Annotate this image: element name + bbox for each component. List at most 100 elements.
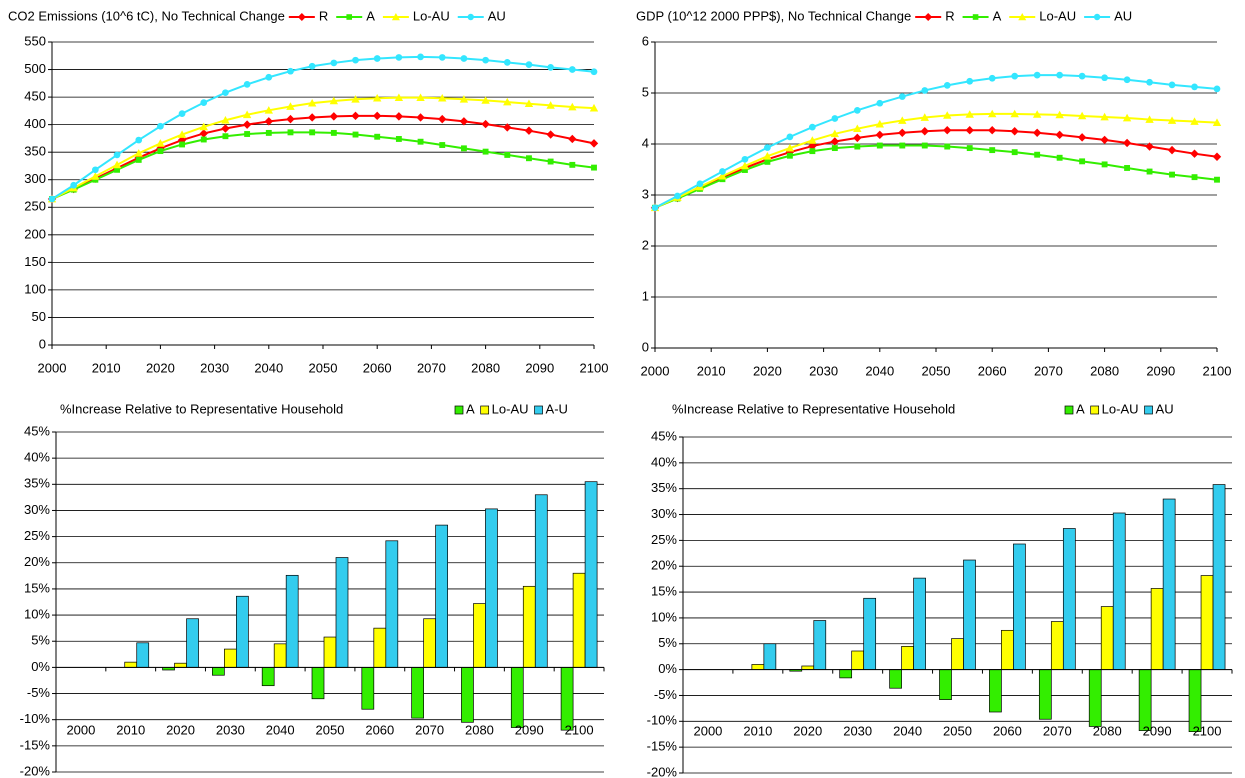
legend-label: A bbox=[366, 8, 375, 23]
x-tick-label: 2100 bbox=[580, 360, 609, 375]
series-marker bbox=[965, 110, 974, 118]
y-tick-label: 25% bbox=[651, 532, 677, 547]
bar bbox=[285, 574, 299, 668]
series-marker bbox=[242, 120, 252, 129]
x-tick-label: 2070 bbox=[415, 722, 444, 737]
series-marker bbox=[417, 53, 424, 61]
series-marker bbox=[719, 168, 726, 175]
bar bbox=[963, 559, 976, 670]
series-marker bbox=[439, 142, 446, 148]
bar bbox=[361, 667, 375, 710]
series-marker bbox=[156, 139, 165, 147]
x-tick-label: 2060 bbox=[993, 723, 1022, 738]
series-marker bbox=[1056, 71, 1063, 79]
bar bbox=[485, 508, 498, 668]
bar bbox=[1062, 528, 1076, 670]
series-marker bbox=[438, 54, 446, 61]
x-tick-label: 2020 bbox=[166, 722, 195, 737]
series-marker bbox=[965, 126, 974, 135]
y-tick-label: 15% bbox=[651, 584, 677, 599]
legend-label: R bbox=[319, 8, 328, 23]
x-tick-label: 2080 bbox=[465, 722, 494, 737]
series-line bbox=[654, 144, 1218, 209]
y-tick-label: 500 bbox=[24, 61, 46, 76]
series-marker bbox=[157, 148, 164, 155]
series-marker bbox=[416, 113, 425, 122]
series-marker bbox=[943, 111, 952, 119]
x-tick-label: 2040 bbox=[893, 723, 922, 738]
y-tick-label: 50 bbox=[32, 309, 46, 324]
series-marker bbox=[438, 114, 447, 124]
series-marker bbox=[307, 113, 317, 122]
series-marker bbox=[459, 95, 469, 103]
series-marker bbox=[1033, 71, 1041, 79]
series-marker bbox=[831, 115, 839, 122]
series-marker bbox=[199, 122, 208, 131]
legend-label: Lo-AU bbox=[413, 8, 450, 23]
series-marker bbox=[568, 66, 576, 73]
series-marker bbox=[989, 147, 996, 154]
bar bbox=[813, 620, 827, 670]
y-tick-label: 20% bbox=[24, 554, 50, 569]
series-marker bbox=[525, 61, 533, 68]
bar bbox=[510, 667, 524, 728]
x-tick-label: 2030 bbox=[200, 360, 229, 375]
series-marker bbox=[373, 93, 382, 102]
series-line bbox=[51, 96, 595, 200]
series-marker bbox=[352, 131, 359, 138]
bar bbox=[1088, 669, 1102, 727]
bar bbox=[435, 524, 448, 668]
series-marker bbox=[876, 99, 884, 107]
series-marker bbox=[830, 129, 840, 138]
x-tick-label: 2010 bbox=[743, 723, 772, 738]
y-tick-label: -15% bbox=[20, 737, 51, 752]
series-marker bbox=[307, 98, 317, 107]
y-tick-label: 1 bbox=[642, 288, 649, 303]
series-marker bbox=[569, 161, 576, 168]
series-marker bbox=[853, 133, 862, 143]
bar bbox=[1212, 484, 1226, 670]
x-tick-label: 2050 bbox=[922, 363, 951, 378]
legend-marker bbox=[924, 13, 933, 21]
series-marker bbox=[1034, 151, 1041, 158]
x-tick-label: 2010 bbox=[116, 722, 145, 737]
series-marker bbox=[287, 129, 294, 136]
bar bbox=[584, 481, 598, 668]
series-marker bbox=[1124, 165, 1131, 171]
x-tick-label: 2000 bbox=[38, 360, 67, 375]
series-marker bbox=[48, 195, 56, 203]
series-marker bbox=[854, 143, 861, 150]
bar bbox=[572, 572, 586, 668]
series-marker bbox=[651, 204, 659, 212]
series-marker bbox=[763, 152, 772, 160]
series-marker bbox=[394, 93, 404, 102]
series-marker bbox=[394, 112, 404, 121]
series-marker bbox=[546, 101, 555, 109]
series-marker bbox=[244, 131, 251, 137]
legend-marker bbox=[467, 13, 474, 21]
bar bbox=[751, 664, 765, 670]
series-marker bbox=[875, 119, 884, 128]
y-tick-label: 200 bbox=[24, 226, 46, 241]
series-marker bbox=[741, 167, 748, 173]
series-marker bbox=[309, 129, 316, 136]
y-tick-label: 15% bbox=[24, 580, 50, 595]
x-tick-label: 2040 bbox=[865, 363, 894, 378]
series-marker bbox=[503, 123, 512, 132]
y-tick-label: 4 bbox=[642, 135, 649, 150]
series-marker bbox=[460, 145, 467, 152]
series-marker bbox=[696, 180, 704, 188]
series-marker bbox=[786, 133, 794, 141]
series-marker bbox=[1145, 115, 1154, 123]
y-tick-label: 45% bbox=[24, 423, 50, 438]
legend-swatch bbox=[1064, 405, 1074, 415]
bar bbox=[951, 638, 964, 670]
series-marker bbox=[1078, 72, 1086, 80]
legend-label: AU bbox=[1114, 8, 1132, 23]
x-tick-label: 2060 bbox=[365, 722, 394, 737]
bar bbox=[311, 667, 325, 700]
chart-title: GDP (10^12 2000 PPP$), No Technical Chan… bbox=[636, 8, 911, 23]
series-marker bbox=[988, 74, 996, 82]
y-tick-label: -5% bbox=[27, 685, 51, 700]
legend-label: A bbox=[1076, 401, 1085, 416]
